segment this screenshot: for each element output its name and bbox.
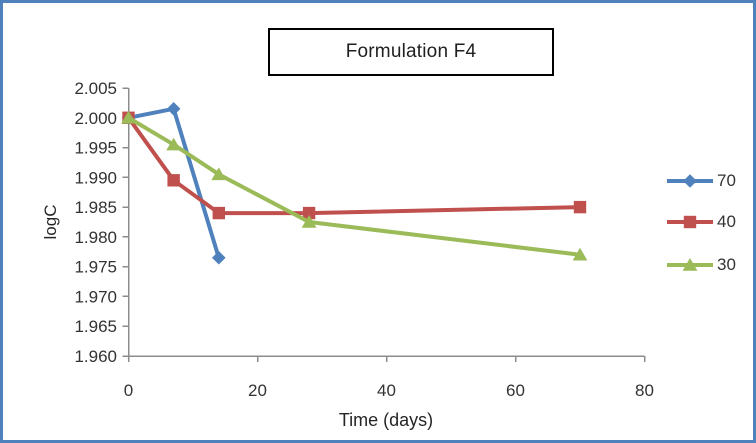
svg-text:1.965: 1.965: [74, 317, 117, 336]
chart-title-box: Formulation F4: [268, 28, 554, 76]
legend: 70 40 30: [666, 171, 754, 282]
svg-text:60: 60: [506, 381, 525, 400]
svg-text:20: 20: [248, 381, 267, 400]
svg-text:1.960: 1.960: [74, 347, 117, 366]
data-point: [166, 137, 182, 151]
svg-text:80: 80: [635, 381, 654, 400]
svg-text:0: 0: [124, 381, 133, 400]
legend-label-40: 40: [717, 212, 736, 231]
data-point: [211, 167, 227, 181]
chart-title: Formulation F4: [345, 41, 477, 62]
svg-text:2.005: 2.005: [74, 79, 117, 98]
data-point: [683, 174, 697, 188]
legend-marker-30-icon: [667, 258, 713, 271]
legend-marker-40-icon: [667, 215, 713, 229]
svg-text:40: 40: [377, 381, 396, 400]
x-axis-title: Time (days): [338, 410, 434, 430]
series-30: [121, 110, 588, 261]
svg-text:1.980: 1.980: [74, 228, 117, 247]
y-axis-title: logC: [41, 204, 60, 240]
svg-text:1.995: 1.995: [74, 139, 117, 158]
data-point: [121, 110, 136, 124]
legend-item-40: 40: [666, 212, 736, 231]
data-point: [212, 250, 226, 265]
data-point: [166, 102, 181, 116]
x-tick-labels: 0 20 40 60 80: [124, 381, 654, 400]
svg-text:1.975: 1.975: [74, 258, 117, 277]
data-point: [572, 247, 588, 261]
data-point: [302, 206, 316, 220]
legend-label-30: 30: [717, 255, 736, 274]
legend-item-30: 30: [666, 255, 736, 274]
data-point: [573, 200, 587, 214]
data-point: [167, 174, 180, 187]
svg-text:1.990: 1.990: [74, 168, 117, 187]
data-point: [683, 215, 697, 229]
svg-text:1.970: 1.970: [74, 287, 117, 306]
data-point: [301, 215, 317, 228]
svg-text:1.985: 1.985: [74, 198, 117, 217]
svg-text:2.000: 2.000: [74, 109, 117, 128]
legend-item-70: 70: [666, 171, 736, 190]
legend-marker-70-icon: [667, 174, 713, 188]
y-tick-labels: 1.960 1.965 1.970 1.975 1.980 1.985 1.990 1.995…: [74, 79, 117, 366]
data-point: [212, 206, 225, 220]
data-point: [682, 258, 698, 271]
axes: [122, 87, 646, 362]
legend-label-70: 70: [717, 171, 736, 190]
